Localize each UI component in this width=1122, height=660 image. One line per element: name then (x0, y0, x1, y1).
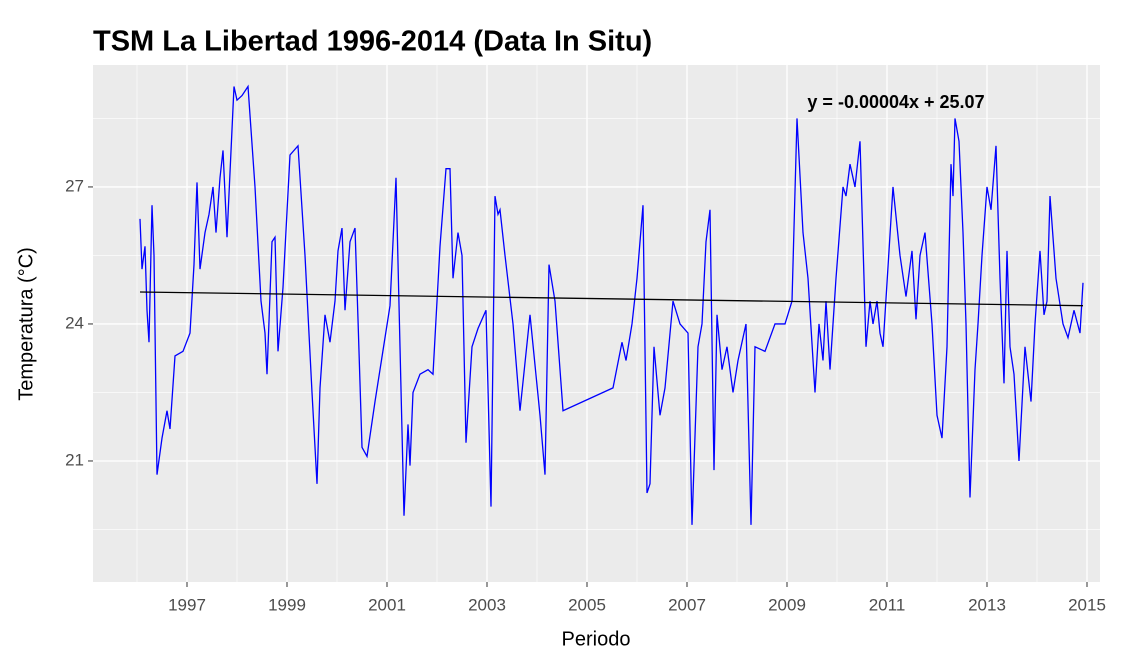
y-tick-label: 27 (65, 176, 84, 195)
y-axis-label: Temperatura (°C) (15, 247, 37, 401)
x-axis-label: Periodo (562, 628, 631, 650)
x-tick-label: 2011 (869, 595, 906, 614)
annotation: y = -0.00004x + 25.07 (807, 92, 984, 112)
x-tick-label: 2005 (568, 595, 606, 614)
x-tick-label: 1999 (268, 595, 306, 614)
x-tick-label: 2009 (768, 595, 806, 614)
line (139, 84, 1084, 525)
x-tick-label: 2015 (1068, 595, 1106, 614)
x-tick-label: 2001 (368, 595, 406, 614)
line (139, 291, 1084, 307)
y-tick-label: 24 (65, 313, 84, 332)
x-tick-label: 2013 (968, 595, 1006, 614)
x-tick-label: 2007 (668, 595, 706, 614)
x-tick-label: 2003 (468, 595, 506, 614)
chart-title: TSM La Libertad 1996-2014 (Data In Situ) (93, 26, 652, 58)
y-tick-label: 21 (65, 450, 84, 469)
x-tick-label: 1997 (168, 595, 206, 614)
marks (139, 84, 1084, 525)
